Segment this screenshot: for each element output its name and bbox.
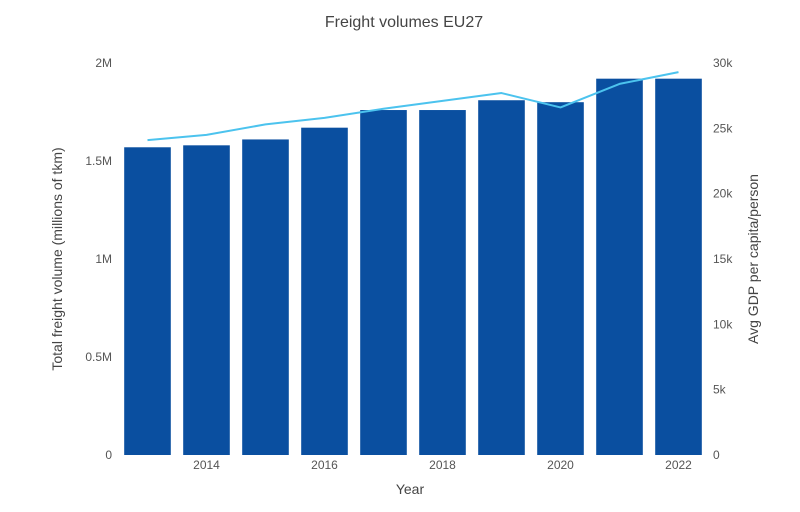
bar-2015 <box>242 139 289 455</box>
y-axis-left-ticks: 0 0.5M 1M 1.5M 2M <box>85 56 112 462</box>
line-layer <box>147 71 679 142</box>
x-tick-label: 2018 <box>429 458 456 472</box>
y-axis-right-ticks: 0 5k 10k 15k 20k 25k 30k <box>713 56 733 462</box>
y-axis-left-label: Total freight volume (millions of tkm) <box>49 147 65 370</box>
bars-layer <box>124 78 702 456</box>
chart-title: Freight volumes EU27 <box>325 14 483 31</box>
x-axis-label: Year <box>396 481 425 497</box>
bar-2020 <box>537 102 584 455</box>
bar-2014 <box>183 145 230 455</box>
y2-tick-label: 0 <box>713 448 720 462</box>
bar-2021 <box>596 78 643 456</box>
x-axis-ticks: 2014 2016 2018 2020 2022 <box>193 458 692 472</box>
y-tick-label: 2M <box>95 56 112 70</box>
y-tick-label: 1M <box>95 252 112 266</box>
y2-tick-label: 5k <box>713 383 727 397</box>
bar-2018 <box>419 110 466 455</box>
x-tick-label: 2016 <box>311 458 338 472</box>
bar-2013 <box>124 147 171 455</box>
bar-2022 <box>655 78 702 456</box>
y2-tick-label: 30k <box>713 56 733 70</box>
x-tick-label: 2020 <box>547 458 574 472</box>
y-tick-label: 1.5M <box>85 154 112 168</box>
y-tick-label: 0.5M <box>85 350 112 364</box>
bar-2016 <box>301 127 348 456</box>
y2-tick-label: 25k <box>713 121 733 135</box>
gdp-line <box>147 71 679 142</box>
y-axis-right-label: Avg GDP per capita/person <box>745 174 761 344</box>
x-tick-label: 2014 <box>193 458 220 472</box>
y2-tick-label: 15k <box>713 252 733 266</box>
y2-tick-label: 20k <box>713 187 733 201</box>
bar-2017 <box>360 110 407 455</box>
bar-2019 <box>478 100 525 456</box>
x-tick-label: 2022 <box>665 458 692 472</box>
y2-tick-label: 10k <box>713 317 733 331</box>
y-tick-label: 0 <box>105 448 112 462</box>
